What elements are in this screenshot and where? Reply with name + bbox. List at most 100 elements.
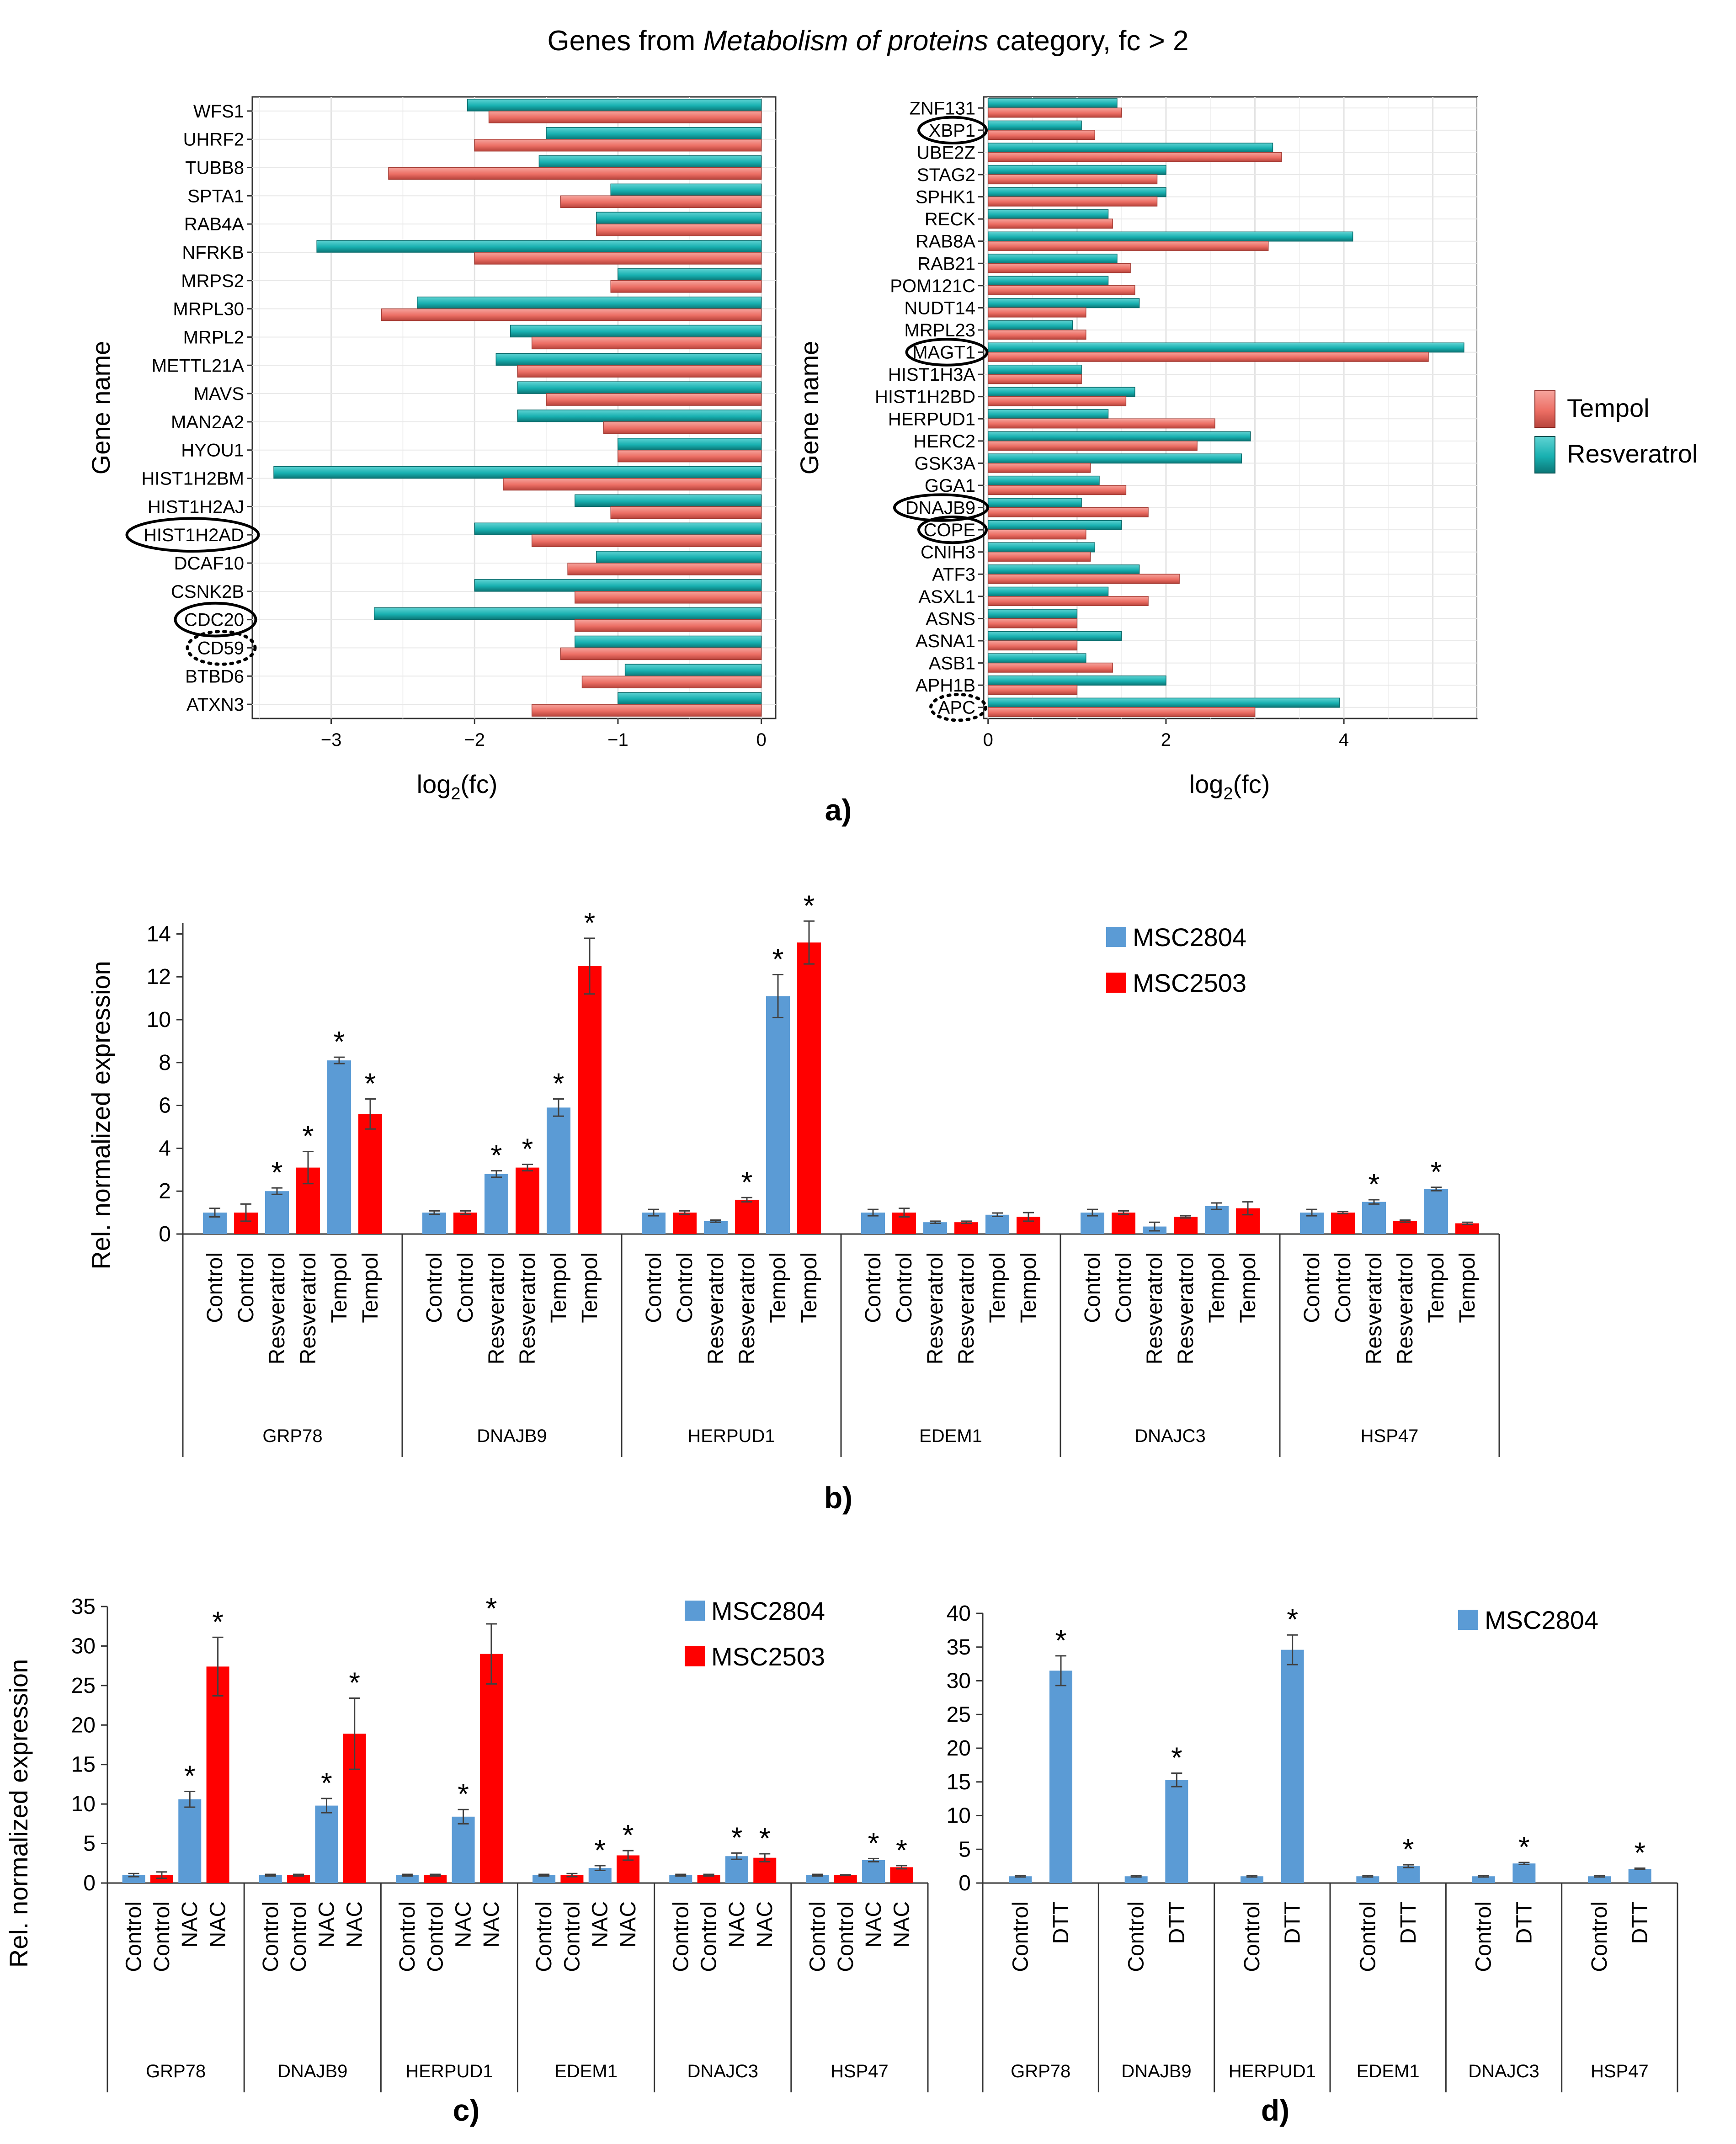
category-label-control: Control [287, 1901, 311, 1972]
bar-resveratrol-rab8a [987, 231, 1353, 242]
bar-hsp47-control-msc2804 [806, 1875, 829, 1883]
gene-label-nfrkb: NFRKB [182, 243, 244, 263]
bar-tempol-ube2z [987, 152, 1282, 162]
y-tick-label: 20 [947, 1736, 971, 1761]
bar-resveratrol-cd59 [575, 635, 762, 649]
y-tick-label: 2 [159, 1179, 171, 1203]
category-label-control: Control [453, 1252, 478, 1323]
gene-label-mrpl30: MRPL30 [173, 299, 244, 319]
significance-star: * [741, 1165, 753, 1198]
y-tick-label: 12 [147, 965, 171, 989]
y-tick-label: 10 [147, 1008, 171, 1032]
bar-tempol-spta1 [560, 195, 762, 208]
category-label-control: Control [861, 1252, 885, 1323]
bar-resveratrol-rab4a [596, 212, 762, 224]
bar-tempol-pom121c [987, 285, 1135, 296]
bar-dnajc3-resveratrol-msc2503 [1174, 1217, 1198, 1234]
category-label-resveratrol: Resveratrol [704, 1252, 728, 1364]
bar-resveratrol-apc [987, 697, 1340, 708]
category-label-control: Control [673, 1252, 697, 1323]
bar-edem1-control-msc2503 [560, 1875, 584, 1883]
category-label-control: Control [1081, 1252, 1105, 1323]
y-tick-label: 10 [71, 1792, 96, 1816]
y-tick-label: 0 [159, 1222, 171, 1246]
bar-resveratrol-man2a2 [517, 410, 762, 422]
gene-label-atf3: ATF3 [932, 564, 975, 585]
panel-d-chart: 0 5 10 15 20 25 30 35 40 GRP78 Control * DTT DNAJB9 Co… [947, 1601, 1678, 2092]
bar-grp78-tempol-msc2804 [327, 1060, 351, 1234]
significance-star: * [772, 943, 784, 976]
significance-star: * [365, 1067, 376, 1100]
category-label-nac: NAC [178, 1901, 202, 1947]
y-tick-label: 35 [71, 1595, 96, 1619]
category-label-nac: NAC [725, 1901, 749, 1947]
y-tick-label: 30 [71, 1634, 96, 1658]
bar-resveratrol-mrpl30 [417, 296, 762, 309]
bar-resveratrol-hist1h2bm [273, 466, 762, 479]
category-label-tempol: Tempol [797, 1252, 821, 1323]
significance-star: * [896, 1834, 907, 1867]
category-label-control: Control [669, 1901, 693, 1972]
category-label-tempol: Tempol [1236, 1252, 1260, 1323]
category-label-nac: NAC [314, 1901, 339, 1947]
bar-tempol-mrps2 [610, 280, 762, 293]
bar-tempol-reck [987, 218, 1113, 229]
bar-edem1-resveratrol-msc2804 [923, 1222, 947, 1234]
category-label-nac: NAC [616, 1901, 640, 1947]
bar-resveratrol-asns [987, 609, 1078, 619]
category-label-control: Control [805, 1901, 830, 1972]
y-tick-label: 8 [159, 1051, 171, 1075]
category-label-resveratrol: Resveratrol [954, 1252, 979, 1364]
panel-a-legend: Tempol Resveratrol [1534, 390, 1698, 473]
bar-tempol-cope [987, 529, 1086, 540]
gene-label-hist1h2aj: HIST1H2AJ [148, 497, 244, 517]
category-label-control: Control [1356, 1901, 1380, 1972]
bar-grp78-nac-msc2804 [178, 1799, 202, 1883]
bar-resveratrol-wfs1 [467, 99, 762, 112]
gene-label-asns: ASNS [926, 609, 975, 629]
category-label-dtt: DTT [1165, 1901, 1189, 1944]
gene-label-pom121c: POM121C [890, 276, 975, 296]
category-label-control: Control [422, 1252, 447, 1323]
bar-dnajb9-control-msc2503 [287, 1875, 310, 1883]
group-label-herpud1: HERPUD1 [405, 2061, 493, 2081]
bar-dnajb9-nac-msc2804 [315, 1805, 338, 1883]
gene-label-apc: APC [938, 698, 975, 718]
bar-tempol-hist1h2aj [610, 506, 762, 519]
bar-resveratrol-aph1b [987, 675, 1166, 686]
category-label-control: Control [1008, 1901, 1033, 1972]
category-label-control: Control [532, 1901, 556, 1972]
bar-tempol-herpud1 [987, 418, 1215, 429]
significance-star: * [212, 1605, 224, 1638]
gene-label-mettl21a: METTL21A [152, 356, 245, 376]
bar-grp78-control-msc2804 [122, 1875, 145, 1883]
bar-herpud1-tempol-msc2503 [797, 942, 821, 1234]
category-label-nac: NAC [479, 1901, 504, 1947]
panel-a-left-chart: WFS1 UHRF2 TUBB8 SPTA1 RAB4A NFRKB MRPS2 MRPL30… [86, 96, 777, 803]
gene-label-xbp1: XBP1 [929, 121, 975, 141]
bar-hsp47-resveratrol-msc2804 [1362, 1202, 1386, 1234]
bar-tempol-hist1h3a [987, 374, 1082, 384]
significance-star: * [804, 889, 815, 922]
x-axis-label-log: log [417, 770, 451, 798]
panel-b-legend: MSC2804 MSC2503 [1106, 923, 1246, 997]
legend-c-msc2804-swatch [685, 1601, 705, 1621]
bar-tempol-dcaf10 [567, 563, 762, 575]
bar-tempol-atf3 [987, 574, 1180, 584]
category-label-nac: NAC [753, 1901, 777, 1947]
bar-grp78-control-msc2804 [1009, 1876, 1032, 1883]
group-label-grp78: GRP78 [1011, 2061, 1070, 2081]
gene-label-cdc20: CDC20 [184, 610, 244, 630]
group-label-edem1: EDEM1 [554, 2061, 618, 2081]
bar-hsp47-control-msc2503 [834, 1875, 857, 1883]
bar-hsp47-control-msc2503 [1331, 1213, 1355, 1234]
figure-title-text: Genes from Metabolism of proteins catego… [547, 25, 1188, 57]
bar-tempol-tubb8 [388, 167, 762, 180]
category-label-control: Control [1472, 1901, 1496, 1972]
bar-tempol-sphk1 [987, 196, 1158, 207]
bar-resveratrol-dcaf10 [596, 551, 762, 564]
x-axis-label-sub: 2 [451, 784, 460, 803]
category-label-dtt: DTT [1049, 1901, 1073, 1944]
bar-hsp47-nac-msc2503 [890, 1867, 913, 1883]
